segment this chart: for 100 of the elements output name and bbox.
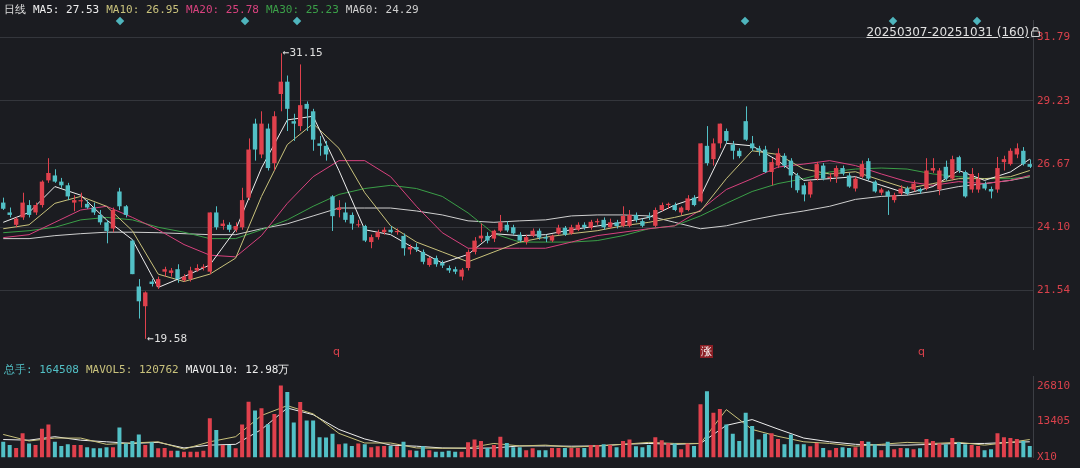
- bar: [537, 450, 542, 458]
- y-tick-label: 26.67: [1037, 156, 1071, 170]
- candlestick: [104, 219, 109, 244]
- bar: [821, 447, 826, 458]
- bar: [575, 447, 580, 458]
- bar: [562, 447, 567, 458]
- candlestick: [214, 205, 219, 231]
- bar: [698, 404, 703, 458]
- candlestick: [317, 135, 322, 157]
- bar: [214, 430, 219, 458]
- bar: [743, 412, 748, 458]
- bar: [207, 418, 212, 458]
- candlestick: [969, 167, 974, 194]
- bar: [769, 433, 774, 458]
- bar: [491, 445, 496, 458]
- annotation: 涨: [700, 345, 713, 358]
- bar: [330, 433, 335, 458]
- candlestick: [924, 157, 929, 191]
- bar: [39, 428, 44, 458]
- bar: [911, 449, 916, 458]
- bar: [905, 448, 910, 458]
- bar: [627, 439, 632, 458]
- candlestick: [620, 205, 626, 228]
- candlestick: [711, 137, 716, 167]
- bar: [550, 447, 555, 458]
- bar: [633, 446, 638, 458]
- y-tick-label: 24.10: [1037, 220, 1071, 234]
- bar: [808, 446, 813, 458]
- bar: [130, 440, 135, 458]
- bar: [472, 439, 477, 458]
- bar: [227, 445, 232, 458]
- bar: [782, 444, 787, 458]
- bar: [685, 443, 690, 458]
- y-tick-label: 29.23: [1037, 93, 1071, 107]
- bar: [336, 444, 341, 458]
- bar: [717, 409, 722, 458]
- bar: [117, 427, 122, 458]
- candlestick: [304, 100, 309, 132]
- bar: [401, 441, 406, 458]
- bar: [924, 438, 929, 458]
- bar: [976, 445, 981, 458]
- candlestick: [950, 155, 955, 181]
- candlestick: [653, 207, 658, 228]
- bar: [169, 450, 174, 458]
- bar: [692, 445, 697, 458]
- bar: [414, 450, 419, 458]
- bar: [78, 445, 83, 458]
- bar: [711, 412, 716, 458]
- bar: [253, 410, 258, 458]
- text: MA20: 25.78: [186, 3, 259, 16]
- candlestick: [291, 113, 296, 142]
- bar: [859, 440, 864, 458]
- bar: [14, 447, 19, 458]
- bar: [143, 445, 148, 458]
- bar: [382, 445, 387, 458]
- bar: [788, 434, 793, 458]
- bar: [530, 448, 535, 458]
- bar: [801, 444, 806, 458]
- bar: [840, 447, 845, 458]
- bar: [72, 445, 77, 458]
- bar: [85, 447, 90, 458]
- bar: [995, 433, 1000, 458]
- bar: [704, 391, 709, 458]
- bar: [1014, 438, 1019, 458]
- bar: [653, 437, 658, 458]
- bar: [233, 448, 238, 458]
- annotation: q: [333, 345, 340, 358]
- candlestick: [143, 290, 148, 340]
- bar: [814, 442, 819, 458]
- candlestick: [298, 63, 303, 132]
- bar: [123, 443, 128, 458]
- bar: [956, 442, 961, 458]
- bar: [569, 447, 574, 458]
- bar: [879, 450, 884, 458]
- y-tick-label: 26810: [1037, 378, 1071, 392]
- bar: [918, 448, 923, 458]
- bar: [272, 413, 277, 458]
- candlestick: [46, 157, 51, 184]
- annotation: ←31.15: [282, 46, 323, 60]
- bar: [175, 450, 180, 458]
- bar: [511, 447, 516, 458]
- bar: [524, 450, 529, 458]
- bar: [724, 424, 729, 458]
- bar: [259, 408, 264, 458]
- bar: [543, 450, 548, 458]
- candlestick: [769, 157, 774, 186]
- bar: [943, 444, 948, 458]
- bar: [775, 438, 780, 458]
- candlestick: [866, 157, 871, 181]
- bar: [989, 449, 994, 458]
- bar: [608, 445, 613, 458]
- text: 总手: 164508: [4, 363, 79, 376]
- y-tick-label: 31.79: [1037, 30, 1071, 44]
- bar: [646, 445, 651, 458]
- bar: [240, 424, 245, 458]
- annotation: 20250307-20251031 (160): [866, 25, 1029, 39]
- text: MAVOL5: 120762: [85, 363, 179, 376]
- bar: [388, 445, 393, 458]
- bar: [1, 441, 6, 458]
- bar: [136, 434, 141, 458]
